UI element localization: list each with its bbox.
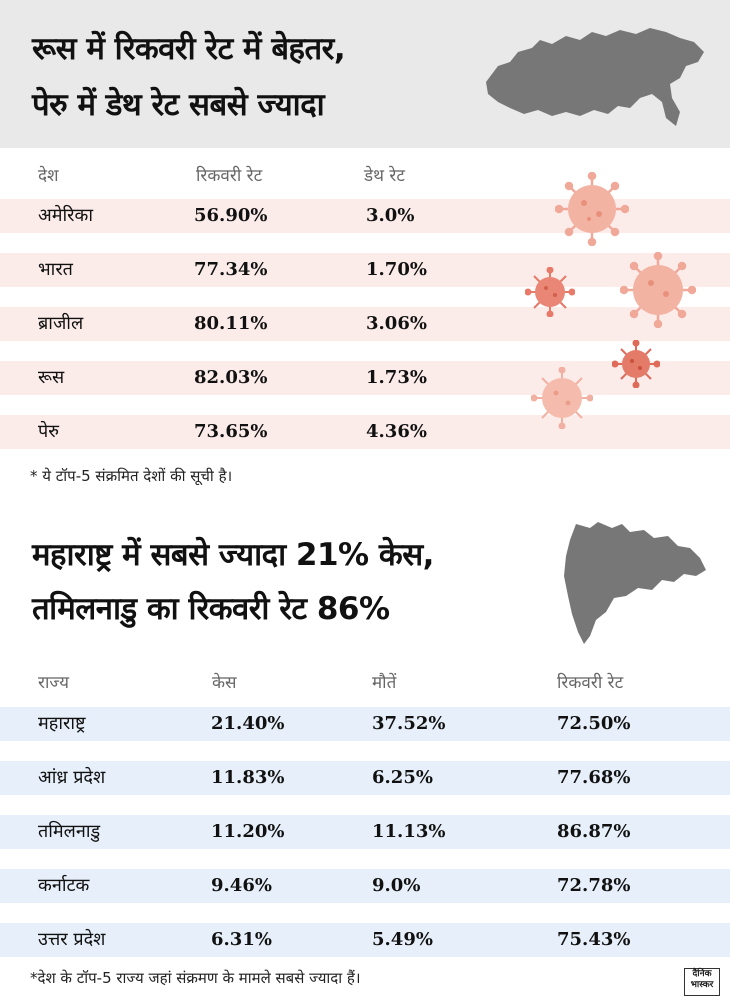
recovery-cell: 75.43% — [557, 929, 631, 950]
cases-cell: 11.83% — [211, 767, 285, 788]
death-cell: 4.36% — [366, 421, 427, 442]
recovery-cell: 56.90% — [194, 205, 268, 226]
th-cases: केस — [212, 673, 237, 693]
maharashtra-map-icon — [564, 522, 706, 644]
section1-title-line2: पेरु में डेथ रेट सबसे ज्यादा — [32, 87, 325, 123]
recovery-cell: 73.65% — [194, 421, 268, 442]
country-cell: अमेरिका — [38, 205, 94, 226]
deaths-cell: 11.13% — [372, 821, 446, 842]
table-row: महाराष्ट्र 21.40% 37.52% 72.50% — [0, 707, 730, 741]
death-cell: 1.70% — [366, 259, 427, 280]
table-row: भारत 77.34% 1.70% — [0, 253, 730, 287]
table-row: ब्राजील 80.11% 3.06% — [0, 307, 730, 341]
logo-line1: दैनिक — [692, 969, 712, 979]
th-death-rate: डेथ रेट — [364, 166, 405, 186]
virus-icon — [612, 340, 660, 388]
virus-icon — [531, 367, 593, 429]
deaths-cell: 5.49% — [372, 929, 433, 950]
table-row: पेरु 73.65% 4.36% — [0, 415, 730, 449]
recovery-cell: 86.87% — [557, 821, 631, 842]
th-recovery-rate: रिकवरी रेट — [196, 166, 263, 186]
section1-footnote: * ये टॉप-5 संक्रमित देशों की सूची है। — [30, 467, 233, 485]
table-row: कर्नाटक 9.46% 9.0% 72.78% — [0, 869, 730, 903]
virus-icon — [525, 267, 575, 317]
recovery-cell: 77.68% — [557, 767, 631, 788]
state-cell: तमिलनाडु — [38, 821, 101, 842]
virus-icon — [555, 172, 629, 246]
country-cell: ब्राजील — [38, 313, 84, 334]
recovery-cell: 72.50% — [557, 713, 631, 734]
table-row: आंध्र प्रदेश 11.83% 6.25% 77.68% — [0, 761, 730, 795]
dainik-bhaskar-logo: दैनिक भास्कर — [684, 968, 720, 996]
deaths-cell: 6.25% — [372, 767, 433, 788]
cases-cell: 21.40% — [211, 713, 285, 734]
recovery-cell: 80.11% — [194, 313, 268, 334]
table-row: रूस 82.03% 1.73% — [0, 361, 730, 395]
state-cell: आंध्र प्रदेश — [38, 767, 106, 788]
th-recovery-rate: रिकवरी रेट — [557, 673, 624, 693]
death-cell: 3.06% — [366, 313, 427, 334]
section2-footnote: *देश के टॉप-5 राज्य जहां संक्रमण के मामल… — [30, 969, 361, 987]
th-state: राज्य — [38, 673, 69, 693]
state-cell: महाराष्ट्र — [38, 713, 86, 734]
section1-title-line1: रूस में रिकवरी रेट में बेहतर, — [32, 31, 346, 67]
state-cell: उत्तर प्रदेश — [38, 929, 106, 950]
th-deaths: मौतें — [372, 673, 397, 693]
deaths-cell: 37.52% — [372, 713, 446, 734]
recovery-cell: 72.78% — [557, 875, 631, 896]
cases-cell: 6.31% — [211, 929, 272, 950]
virus-icon — [620, 252, 696, 328]
cases-cell: 9.46% — [211, 875, 272, 896]
section2-title-line1: महाराष्ट्र में सबसे ज्यादा 21% केस, — [32, 537, 434, 573]
recovery-cell: 77.34% — [194, 259, 268, 280]
section2-title-line2: तमिलनाडु का रिकवरी रेट 86% — [32, 591, 390, 627]
country-cell: रूस — [38, 367, 65, 388]
state-cell: कर्नाटक — [38, 875, 90, 896]
th-country: देश — [38, 166, 59, 186]
recovery-cell: 82.03% — [194, 367, 268, 388]
country-cell: भारत — [38, 259, 73, 280]
cases-cell: 11.20% — [211, 821, 285, 842]
country-cell: पेरु — [38, 421, 59, 442]
death-cell: 1.73% — [366, 367, 427, 388]
death-cell: 3.0% — [366, 205, 415, 226]
logo-line2: भास्कर — [690, 980, 714, 990]
table-row: तमिलनाडु 11.20% 11.13% 86.87% — [0, 815, 730, 849]
table-row: उत्तर प्रदेश 6.31% 5.49% 75.43% — [0, 923, 730, 957]
russia-map-icon — [486, 28, 704, 126]
deaths-cell: 9.0% — [372, 875, 421, 896]
